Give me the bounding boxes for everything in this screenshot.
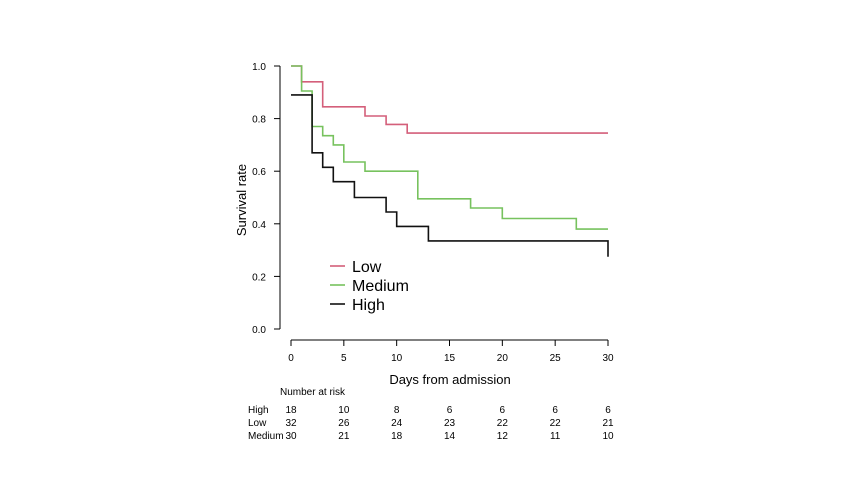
risk-cell: 26 [338, 418, 350, 429]
risk-cell: 22 [497, 418, 509, 429]
risk-cell: 24 [391, 418, 403, 429]
x-tick-label: 0 [288, 353, 294, 364]
risk-row-label: Medium [248, 431, 284, 442]
risk-table-title: Number at risk [280, 387, 346, 398]
y-tick-label: 0.2 [252, 272, 266, 283]
risk-cell: 23 [444, 418, 456, 429]
risk-cell: 18 [391, 431, 403, 442]
x-tick-label: 10 [391, 353, 403, 364]
x-tick-label: 25 [550, 353, 562, 364]
risk-cell: 18 [285, 405, 297, 416]
risk-cell: 21 [338, 431, 350, 442]
risk-cell: 30 [285, 431, 297, 442]
x-tick-label: 30 [602, 353, 614, 364]
x-tick-label: 20 [497, 353, 509, 364]
risk-cell: 32 [285, 418, 297, 429]
risk-cell: 6 [552, 405, 558, 416]
risk-cell: 10 [602, 431, 614, 442]
risk-cell: 8 [394, 405, 400, 416]
legend-label-low: Low [352, 259, 382, 276]
x-tick-label: 15 [444, 353, 456, 364]
risk-cell: 21 [602, 418, 614, 429]
curve-medium [291, 65, 608, 230]
risk-cell: 6 [605, 405, 611, 416]
legend-label-high: High [352, 297, 385, 314]
risk-cell: 11 [550, 431, 561, 442]
y-tick-label: 1.0 [252, 62, 266, 73]
survival-curves [291, 65, 609, 257]
risk-cell: 22 [550, 418, 562, 429]
x-axis-label: Days from admission [389, 372, 510, 387]
legend: Low Medium High [330, 259, 409, 314]
risk-cell: 6 [500, 405, 506, 416]
risk-cell: 10 [338, 405, 350, 416]
y-tick-label: 0.0 [252, 325, 266, 336]
y-axis-label: Survival rate [234, 164, 249, 236]
x-tick-label: 5 [341, 353, 347, 364]
risk-cell: 6 [447, 405, 453, 416]
risk-row-label: Low [248, 418, 267, 429]
curve-high [291, 94, 609, 257]
y-tick-label: 0.4 [252, 220, 266, 231]
legend-label-medium: Medium [352, 278, 409, 295]
risk-table: High 18 10 8 6 6 6 6 Low 32 26 24 23 22 22 21 Medium 30 21… [248, 405, 614, 442]
risk-row-label: High [248, 405, 269, 416]
risk-cell: 14 [444, 431, 456, 442]
y-tick-label: 0.6 [252, 167, 266, 178]
risk-cell: 12 [497, 431, 509, 442]
curve-low [291, 65, 608, 134]
y-tick-label: 0.8 [252, 115, 266, 126]
axes: 0.0 0.2 0.4 0.6 0.8 1.0 0 5 10 15 20 25 30 [252, 62, 614, 364]
